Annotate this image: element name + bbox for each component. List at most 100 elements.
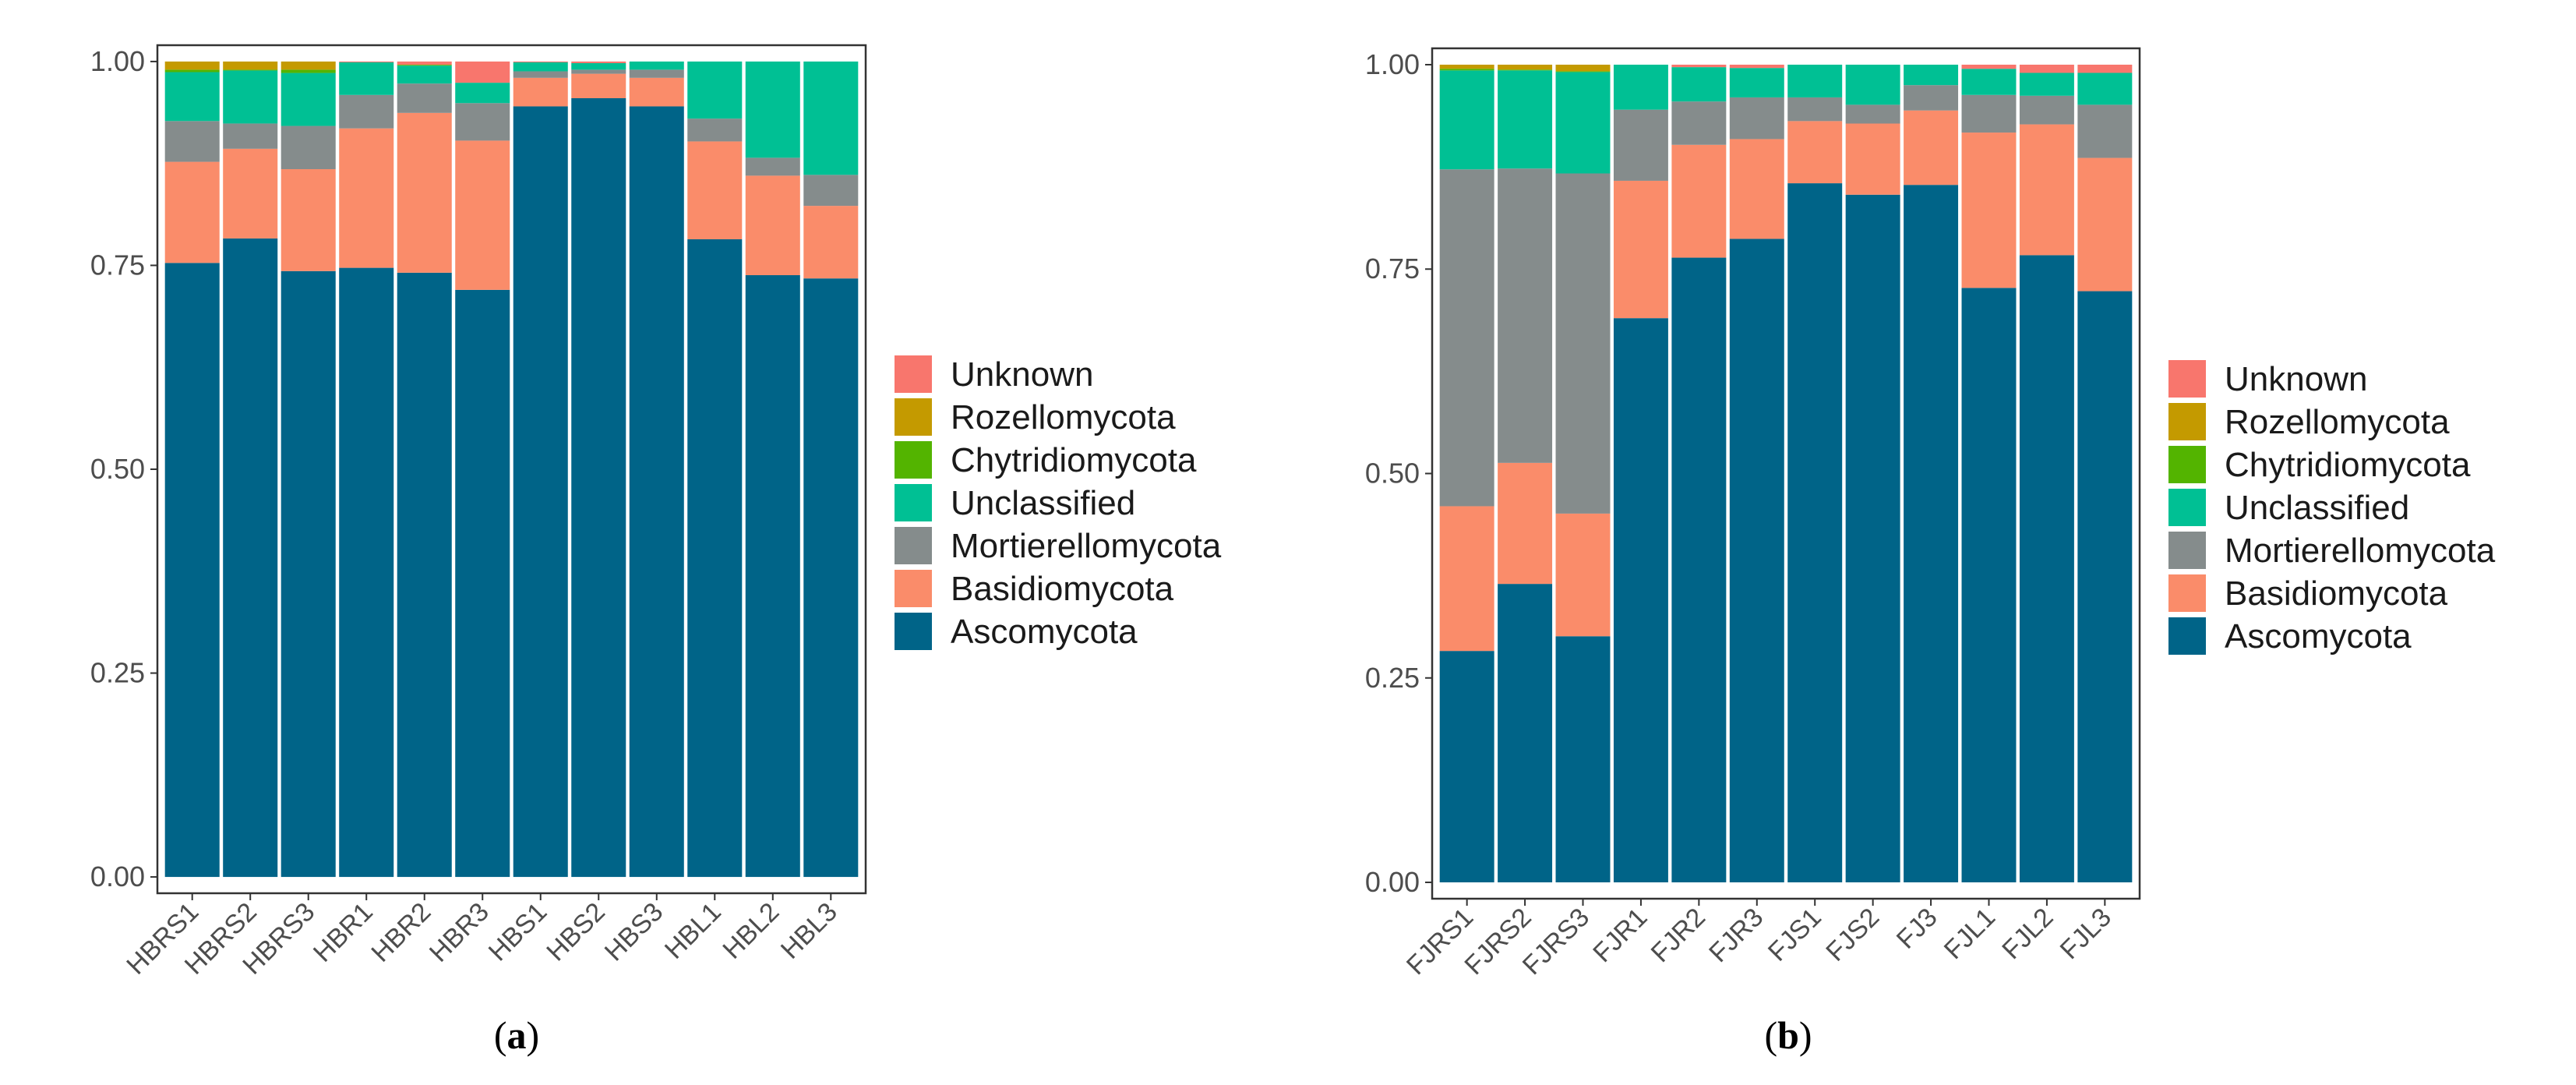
- bar-segment-fjl3-unclassified: [2077, 72, 2133, 105]
- bar-segment-hbs3-mortierellomycota: [629, 69, 684, 78]
- bar-segment-fjrs1-unclassified: [1439, 70, 1494, 170]
- bar-segment-hbrs2-rozellomycota: [223, 61, 278, 70]
- bar-segment-fjr1-mortierellomycota: [1613, 109, 1668, 181]
- bar-segment-fjrs2-ascomycota: [1498, 584, 1553, 883]
- bar-stack-fjrs1: [1439, 64, 1494, 883]
- plot-border: [156, 44, 867, 895]
- bar-segment-fjr2-ascomycota: [1671, 257, 1727, 883]
- bar-segment-hbrs3-rozellomycota: [281, 61, 336, 70]
- bar-segment-fjrs3-ascomycota: [1555, 636, 1611, 883]
- legend-key-unclassified: [2168, 489, 2206, 526]
- legend-label-chytridiomycota: Chytridiomycota: [2225, 446, 2471, 484]
- bar-segment-fjs2-unclassified: [1845, 64, 1900, 105]
- x-category-label-fjr1: FJR1: [1587, 903, 1653, 968]
- legend-label-basidiomycota: Basidiomycota: [2225, 574, 2448, 613]
- x-category-label-hbs2: HBS2: [541, 897, 611, 967]
- bar-segment-fjr1-ascomycota: [1613, 318, 1668, 883]
- bar-segment-hbr2-ascomycota: [397, 272, 452, 878]
- legend-panel-b: Unknown Rozellomycota Chytridiomycota Uncla…: [2168, 360, 2496, 656]
- bar-segment-hbs2-mortierellomycota: [571, 69, 626, 74]
- bar-segment-hbrs1-rozellomycota: [164, 61, 220, 70]
- bar-segment-fjl3-ascomycota: [2077, 291, 2133, 883]
- bar-stack-hbr1: [339, 61, 394, 878]
- bar-segment-fjs2-mortierellomycota: [1845, 104, 1900, 124]
- bar-segment-hbr2-unknown: [397, 61, 452, 65]
- bar-segment-hbrs1-basidiomycota: [164, 161, 220, 263]
- bar-segment-hbrs2-unclassified: [223, 70, 278, 124]
- bar-stack-hbl1: [687, 61, 743, 878]
- bar-segment-fjrs1-mortierellomycota: [1439, 169, 1494, 507]
- bar-segment-fjl3-unknown: [2077, 64, 2133, 73]
- bar-segment-fjl1-basidiomycota: [1961, 133, 2017, 288]
- bar-segment-hbs3-ascomycota: [629, 106, 684, 878]
- bar-segment-fjrs3-mortierellomycota: [1555, 173, 1611, 514]
- bar-segment-hbrs2-basidiomycota: [223, 148, 278, 239]
- bar-segment-hbr3-unclassified: [455, 83, 510, 104]
- legend-label-unclassified: Unclassified: [951, 484, 1135, 522]
- legend-label-unknown: Unknown: [951, 355, 1093, 394]
- bar-segment-hbrs2-ascomycota: [223, 238, 278, 878]
- bar-segment-hbl1-mortierellomycota: [687, 118, 743, 142]
- bar-segment-fjr1-basidiomycota: [1613, 180, 1668, 319]
- legend-key-rozellomycota: [2168, 403, 2206, 440]
- bar-stack-fjs1: [1787, 64, 1843, 883]
- bar-segment-fjrs2-rozellomycota: [1498, 64, 1553, 70]
- legend-key-basidiomycota: [895, 570, 932, 607]
- bar-segment-hbrs1-ascomycota: [164, 263, 220, 878]
- y-tick-label: 0.00: [90, 861, 145, 892]
- bar-segment-hbrs1-mortierellomycota: [164, 121, 220, 162]
- bar-segment-hbr1-ascomycota: [339, 267, 394, 878]
- panel-b-chart: 0.000.250.500.751.00FJRS1FJRS2FJRS3FJR1F…: [1365, 47, 2141, 981]
- bar-stack-fjs2: [1845, 64, 1900, 883]
- bar-segment-hbrs3-ascomycota: [281, 270, 336, 878]
- x-category-label-hbl3: HBL3: [775, 897, 843, 965]
- bar-segment-hbl1-unclassified: [687, 61, 743, 119]
- legend-label-mortierellomycota: Mortierellomycota: [2225, 532, 2496, 570]
- bar-stack-hbs1: [513, 61, 568, 878]
- bar-stack-hbl2: [745, 61, 800, 878]
- x-category-label-fjl3: FJL3: [2055, 903, 2117, 965]
- bar-segment-fj3-ascomycota: [1904, 185, 1959, 883]
- bar-segment-fjs1-ascomycota: [1787, 183, 1843, 883]
- y-tick-label: 0.75: [90, 249, 145, 281]
- bar-stack-hbs2: [571, 61, 626, 878]
- bar-segment-hbrs1-unclassified: [164, 72, 220, 122]
- bar-segment-hbrs3-basidiomycota: [281, 169, 336, 271]
- bar-segment-fjrs1-ascomycota: [1439, 651, 1494, 883]
- bar-stack-hbrs3: [281, 61, 336, 878]
- bar-segment-hbrs1-chytridiomycota: [164, 69, 220, 72]
- bar-stack-fjl2: [2019, 64, 2074, 883]
- x-category-label-hbr1: HBR1: [308, 897, 379, 968]
- bar-segment-hbl2-ascomycota: [745, 275, 800, 878]
- bar-segment-hbl2-basidiomycota: [745, 175, 800, 276]
- x-category-label-hbr2: HBR2: [365, 897, 436, 968]
- y-tick-label: 0.00: [1365, 866, 1420, 898]
- bar-segment-hbs2-ascomycota: [571, 98, 626, 878]
- bar-segment-fjl2-basidiomycota: [2019, 124, 2074, 256]
- x-category-label-hbs1: HBS1: [483, 897, 553, 967]
- bar-stack-fjr2: [1671, 64, 1727, 883]
- legend-key-chytridiomycota: [895, 441, 932, 479]
- legend-label-mortierellomycota: Mortierellomycota: [951, 527, 1222, 565]
- bar-segment-hbrs3-unclassified: [281, 72, 336, 126]
- bar-segment-fjrs3-unclassified: [1555, 72, 1611, 174]
- bar-segment-fjr1-unclassified: [1613, 64, 1668, 110]
- bar-segment-fjrs3-chytridiomycota: [1555, 71, 1611, 72]
- bar-segment-hbs2-basidiomycota: [571, 73, 626, 98]
- legend-panel-a: Unknown Rozellomycota Chytridiomycota Uncla…: [895, 355, 1222, 651]
- bar-segment-fjr3-basidiomycota: [1729, 139, 1784, 239]
- bar-segment-fjl3-mortierellomycota: [2077, 104, 2133, 158]
- legend-key-basidiomycota: [2168, 574, 2206, 612]
- x-category-label-fjr3: FJR3: [1703, 903, 1769, 968]
- bar-segment-fjrs2-basidiomycota: [1498, 462, 1553, 585]
- bar-segment-hbrs3-chytridiomycota: [281, 69, 336, 73]
- bar-segment-fjs1-mortierellomycota: [1787, 97, 1843, 122]
- bar-segment-fjl2-unclassified: [2019, 72, 2074, 96]
- y-tick-label: 0.50: [90, 453, 145, 485]
- bar-segment-hbl3-basidiomycota: [803, 206, 859, 279]
- bar-stack-fjrs2: [1498, 64, 1553, 883]
- bar-segment-fjr2-unclassified: [1671, 67, 1727, 102]
- bar-stack-hbl3: [803, 61, 859, 878]
- legend-label-unclassified: Unclassified: [2225, 489, 2409, 527]
